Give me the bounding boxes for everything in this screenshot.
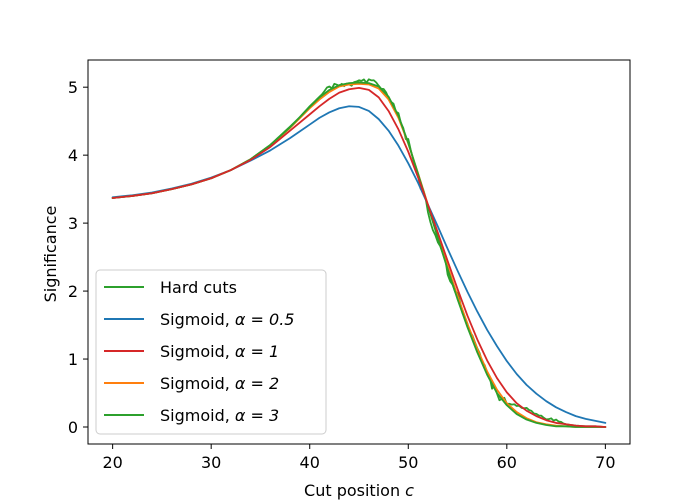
x-tick-label: 50 bbox=[398, 453, 418, 472]
legend: Hard cuts Sigmoid, α = 0.5 Sigmoid, α = 1 S… bbox=[95, 269, 327, 435]
axes-frame bbox=[87, 59, 631, 445]
x-tick-label: 20 bbox=[102, 453, 122, 472]
y-tick-label: 5 bbox=[68, 78, 78, 97]
y-tick-label: 4 bbox=[68, 146, 78, 165]
x-tick-label: 70 bbox=[595, 453, 615, 472]
legend-label-4: Sigmoid, α = 3 bbox=[160, 406, 279, 425]
x-tick-label: 30 bbox=[201, 453, 221, 472]
x-tick-label: 60 bbox=[497, 453, 517, 472]
y-tick-label: 2 bbox=[68, 282, 78, 301]
x-axis-label: Cut position c bbox=[304, 481, 414, 500]
series-line-2 bbox=[111, 86, 607, 428]
x-axis: 20 30 40 50 60 70 bbox=[102, 444, 616, 472]
y-tick-label: 0 bbox=[68, 418, 78, 437]
legend-label-0: Hard cuts bbox=[160, 278, 237, 297]
plot-area bbox=[111, 78, 607, 428]
y-axis: 0 1 2 3 4 5 bbox=[68, 78, 88, 437]
y-axis-label: Significance bbox=[41, 206, 60, 303]
y-tick-label: 1 bbox=[68, 350, 78, 369]
legend-label-1: Sigmoid, α = 0.5 bbox=[160, 310, 294, 329]
y-tick-label: 3 bbox=[68, 214, 78, 233]
x-tick-label: 40 bbox=[300, 453, 320, 472]
legend-box bbox=[95, 269, 327, 435]
legend-label-2: Sigmoid, α = 1 bbox=[160, 342, 279, 361]
legend-label-3: Sigmoid, α = 2 bbox=[160, 374, 279, 393]
